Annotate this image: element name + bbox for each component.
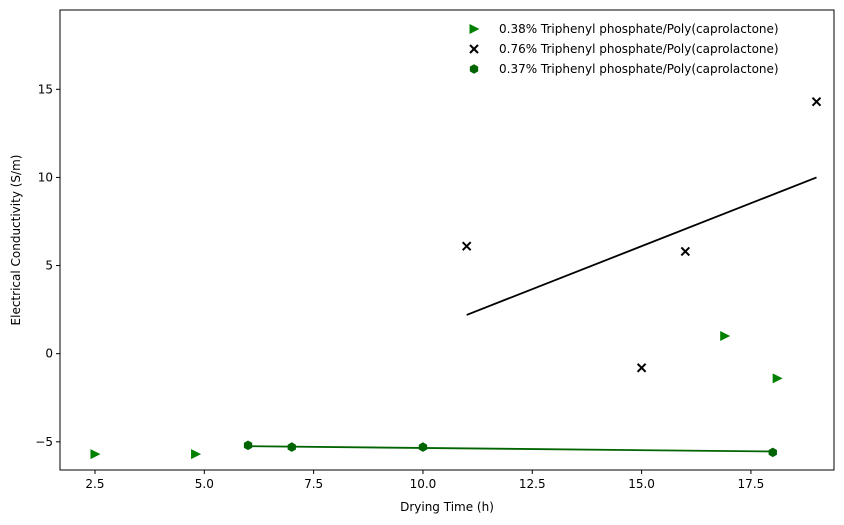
point-series-1 (772, 373, 783, 384)
x-axis-label: Drying Time (h) (400, 500, 494, 514)
point-series-3 (287, 442, 296, 452)
point-series-1 (720, 331, 731, 342)
y-tick-label: 15 (38, 82, 53, 96)
point-series-2 (461, 241, 472, 251)
fit-lines (248, 176, 817, 453)
point-series-1 (191, 449, 202, 460)
y-tick-label: 0 (45, 347, 53, 361)
y-tick-label: −5 (35, 435, 53, 449)
legend-label-2: 0.76% Triphenyl phosphate/Poly(caprolact… (499, 42, 779, 56)
x-tick-label: 7.5 (304, 477, 323, 491)
x-tick-label: 15.0 (628, 477, 655, 491)
point-series-1 (90, 449, 101, 460)
point-series-2 (636, 363, 647, 373)
y-tick-label: 10 (38, 170, 53, 184)
x-tick-label: 2.5 (85, 477, 104, 491)
point-series-2 (680, 246, 691, 257)
y-axis-label: Electrical Conductivity (S/m) (9, 155, 23, 326)
x-tick-label: 5.0 (195, 477, 214, 491)
y-axis-ticks: −5 0 5 10 15 (35, 82, 60, 449)
point-series-3 (418, 442, 428, 452)
legend-marker-2 (469, 44, 479, 54)
point-series-3 (243, 440, 253, 451)
legend-label-1: 0.38% Triphenyl phosphate/Poly(caprolact… (499, 22, 779, 36)
fit-line-series-3 (248, 445, 773, 453)
y-tick-label: 5 (45, 259, 53, 273)
plot-frame (59, 9, 835, 471)
legend-label-3: 0.37% Triphenyl phosphate/Poly(caprolact… (499, 62, 779, 76)
legend: 0.38% Triphenyl phosphate/Poly(caprolact… (469, 22, 779, 76)
legend-marker-3 (469, 64, 479, 74)
x-tick-label: 17.5 (738, 477, 765, 491)
legend-marker-1 (469, 24, 480, 34)
point-series-2 (811, 96, 822, 107)
x-tick-label: 10.0 (410, 477, 437, 491)
x-tick-label: 12.5 (519, 477, 546, 491)
point-series-3 (768, 447, 777, 458)
data-markers (90, 96, 822, 460)
fit-line-series-2 (466, 176, 817, 316)
x-axis-ticks: 2.5 5.0 7.5 10.0 12.5 15.0 17.5 (85, 470, 764, 491)
